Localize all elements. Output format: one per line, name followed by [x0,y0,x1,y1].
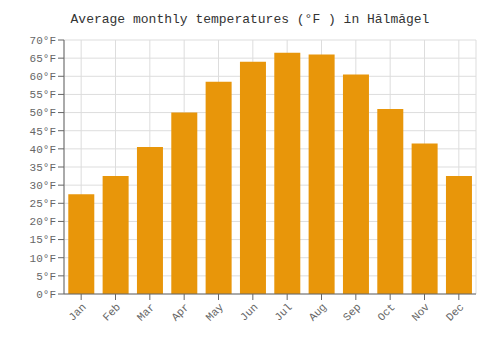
html-text:Average monthly temperatures (: Average monthly temperatures (°F ) in Hă… [70,12,430,27]
svg-text:50°F: 50°F [30,107,56,119]
svg-text:30°F: 30°F [30,180,56,192]
svg-text:0°F: 0°F [36,289,56,301]
svg-text:10°F: 10°F [30,253,56,265]
svg-text:Nov: Nov [410,301,433,324]
svg-text:35°F: 35°F [30,162,56,174]
svg-text:5°F: 5°F [36,271,56,283]
svg-text:60°F: 60°F [30,71,56,83]
svg-text:Feb: Feb [101,301,123,323]
svg-text:40°F: 40°F [30,144,56,156]
svg-text:Sep: Sep [341,301,363,323]
svg-text:Oct: Oct [375,301,397,323]
svg-text:65°F: 65°F [30,53,56,65]
svg-text:May: May [204,301,227,324]
svg-text:Jul: Jul [272,301,294,323]
svg-text:Mar: Mar [135,301,157,323]
svg-text:15°F: 15°F [30,234,56,246]
svg-text:45°F: 45°F [30,126,56,138]
svg-text:Aug: Aug [307,301,329,323]
svg-text:Dec: Dec [444,301,466,323]
svg-text:25°F: 25°F [30,198,56,210]
svg-text:20°F: 20°F [30,216,56,228]
svg-text:Jan: Jan [66,301,88,323]
svg-text:55°F: 55°F [30,89,56,101]
svg-text:Apr: Apr [169,301,191,323]
svg-text:70°F: 70°F [30,35,56,47]
svg-text:Jun: Jun [238,301,260,323]
